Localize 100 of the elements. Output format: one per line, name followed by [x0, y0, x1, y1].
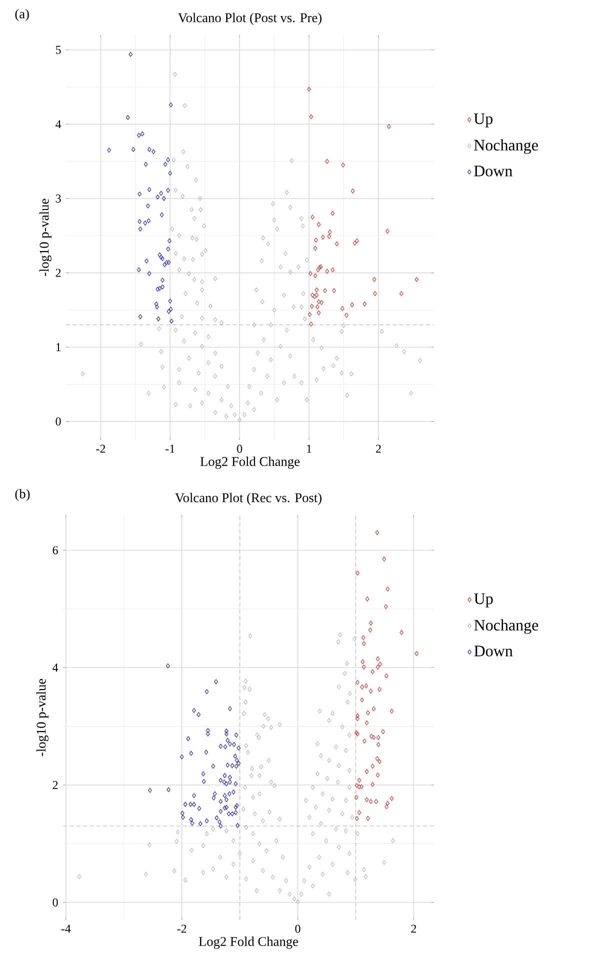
point — [308, 312, 312, 317]
point — [138, 192, 142, 196]
y-tick-label: 4 — [52, 664, 58, 672]
point — [344, 312, 348, 318]
point — [160, 256, 164, 262]
point — [366, 710, 370, 716]
point — [340, 306, 344, 311]
y-tick-label: 6 — [52, 546, 58, 554]
point — [357, 778, 362, 783]
point — [166, 246, 170, 252]
point — [365, 596, 370, 602]
x-tick-label: 2 — [411, 924, 416, 933]
point — [316, 299, 321, 304]
point — [362, 302, 367, 306]
x-tick-label: -4 — [61, 924, 71, 933]
point — [374, 798, 378, 804]
point — [325, 158, 330, 164]
point — [156, 194, 160, 200]
point — [360, 659, 365, 664]
point — [160, 212, 164, 218]
point — [325, 268, 330, 274]
point — [361, 635, 366, 640]
point — [364, 720, 369, 726]
point — [158, 252, 162, 258]
point — [147, 187, 152, 192]
point — [356, 731, 360, 736]
point — [314, 238, 318, 243]
point — [156, 286, 160, 292]
x-tick-label: 1 — [307, 444, 312, 453]
y-tick-label: 5 — [56, 46, 61, 54]
point — [143, 220, 148, 226]
point — [144, 258, 148, 264]
point — [376, 742, 380, 747]
point — [312, 294, 317, 300]
point — [168, 306, 173, 312]
point — [350, 302, 354, 308]
point — [315, 304, 320, 310]
point — [147, 271, 152, 276]
point — [320, 300, 324, 305]
point — [166, 157, 170, 162]
point — [384, 673, 388, 678]
point — [375, 756, 380, 762]
y-tick-label: 3 — [56, 194, 61, 203]
point — [166, 260, 171, 265]
point — [366, 816, 370, 821]
y-tick-label: 2 — [56, 268, 61, 277]
point — [373, 291, 377, 296]
point — [328, 229, 332, 234]
point — [375, 530, 380, 536]
point — [166, 308, 171, 314]
point — [386, 228, 390, 234]
point — [318, 264, 323, 270]
x-tick-label: 0 — [295, 924, 300, 933]
point — [386, 124, 391, 129]
point — [378, 662, 382, 667]
point — [354, 794, 358, 800]
point — [154, 302, 158, 306]
point — [309, 114, 314, 120]
point — [309, 322, 314, 327]
y-tick-label: 0 — [56, 417, 61, 426]
point — [162, 196, 166, 201]
point — [168, 170, 172, 176]
point — [369, 734, 374, 739]
point — [356, 570, 360, 576]
point — [364, 797, 369, 802]
point — [386, 800, 390, 806]
point — [354, 816, 359, 821]
point — [314, 287, 319, 292]
point — [354, 730, 358, 736]
point — [370, 764, 374, 769]
point — [356, 716, 360, 722]
point — [390, 708, 394, 714]
point — [378, 759, 382, 764]
point — [362, 738, 366, 744]
point — [313, 273, 318, 278]
x-tick-label: 0 — [237, 444, 242, 453]
point — [160, 284, 164, 290]
point — [158, 286, 162, 291]
point — [384, 604, 388, 610]
point — [159, 254, 164, 260]
text: (b) — [15, 488, 30, 502]
point — [356, 713, 360, 718]
point — [330, 267, 335, 272]
point — [357, 810, 362, 816]
point — [400, 630, 404, 635]
point — [313, 246, 318, 251]
point — [138, 226, 142, 232]
y-tick-label: 0 — [52, 898, 58, 906]
x-tick-label: 2 — [376, 444, 381, 453]
point — [168, 238, 172, 244]
point — [159, 190, 164, 196]
point — [316, 310, 321, 316]
point — [140, 131, 144, 136]
x-tick-label: -2 — [177, 924, 186, 933]
point — [317, 265, 322, 270]
point — [164, 260, 169, 265]
point — [307, 86, 311, 92]
legend-label: Up — [474, 114, 493, 128]
point — [376, 656, 380, 662]
x-axis-title: Log2 Fold Change — [198, 936, 298, 949]
